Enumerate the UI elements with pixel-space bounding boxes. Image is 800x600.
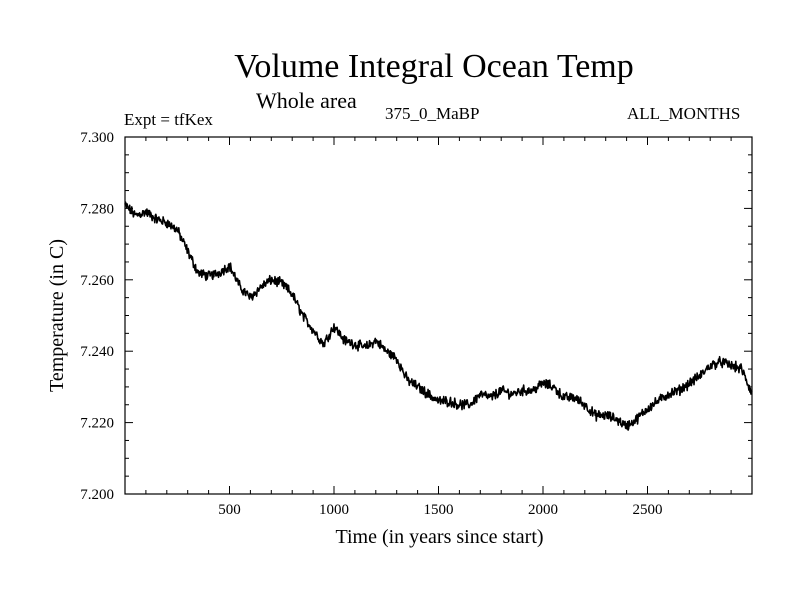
y-tick-label: 7.260 xyxy=(80,273,114,289)
y-axis-label: Temperature (in C) xyxy=(46,239,68,392)
temperature-series-line xyxy=(125,202,752,430)
y-tick-label: 7.280 xyxy=(80,201,114,217)
x-tick-label: 1000 xyxy=(319,502,349,518)
x-tick-label: 1500 xyxy=(424,502,454,518)
x-tick-label: 500 xyxy=(218,502,241,518)
chart-canvas: 500 1000 1500 2000 2500 7.200 7.220 7.240 7.260 7… xyxy=(0,0,800,600)
y-tick-label: 7.220 xyxy=(80,416,114,432)
x-tick-label: 2000 xyxy=(528,502,558,518)
x-axis-label: Time (in years since start) xyxy=(335,526,543,548)
plot-frame xyxy=(125,137,752,494)
tick-labels: 500 1000 1500 2000 2500 7.200 7.220 7.240 7.260 7… xyxy=(80,130,662,518)
y-tick-label: 7.300 xyxy=(80,130,114,146)
y-tick-label: 7.200 xyxy=(80,487,114,503)
y-tick-label: 7.240 xyxy=(80,344,114,360)
x-tick-label: 2500 xyxy=(633,502,663,518)
axis-ticks xyxy=(125,137,752,494)
